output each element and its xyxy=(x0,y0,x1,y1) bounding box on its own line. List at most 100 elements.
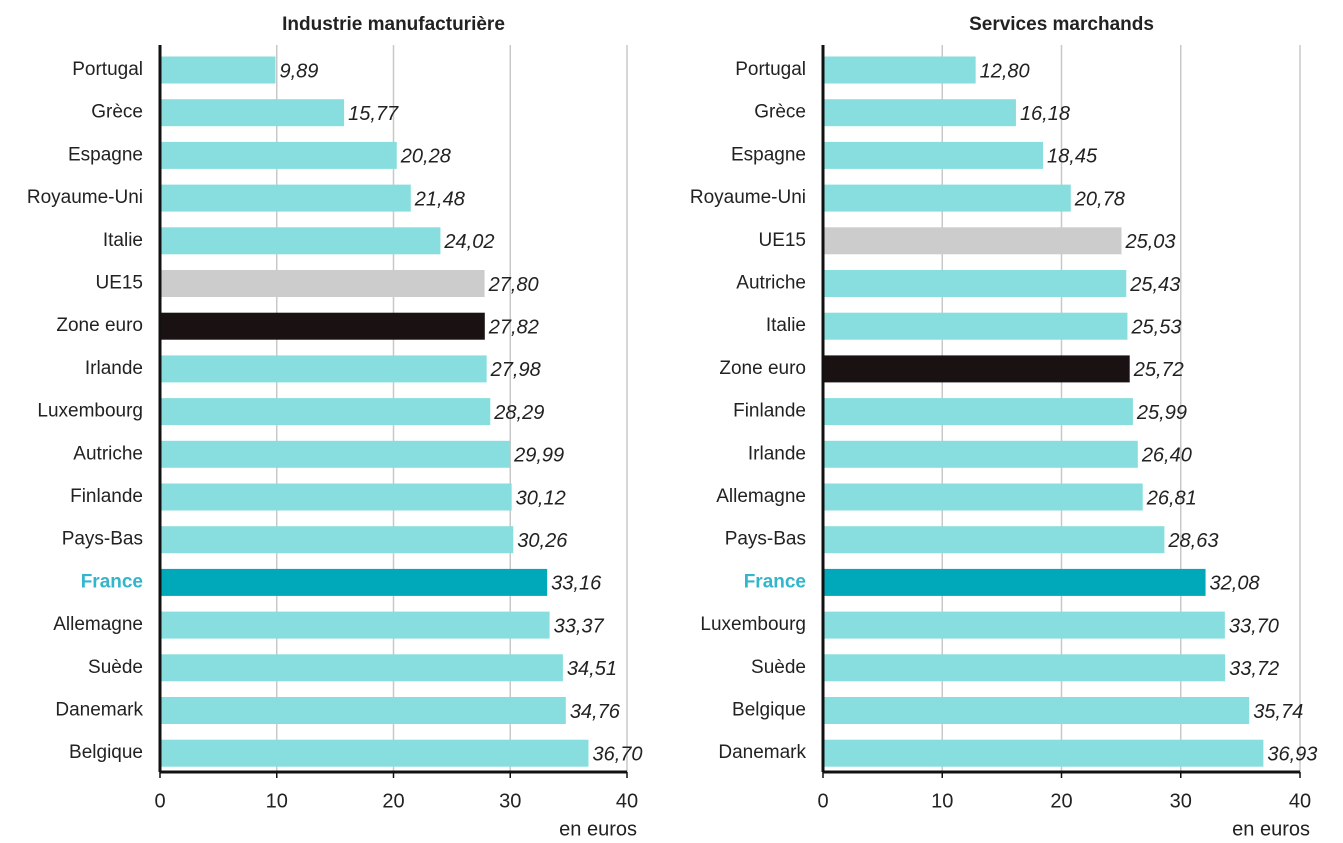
x-axis-label: en euros xyxy=(1232,818,1310,840)
bar xyxy=(160,141,397,169)
value-label: 25,99 xyxy=(1136,402,1187,424)
bar xyxy=(823,56,976,84)
bar xyxy=(823,739,1264,767)
bar xyxy=(823,270,1127,297)
bar xyxy=(160,99,345,127)
y-tick-label: Zone euro xyxy=(56,315,143,336)
y-tick-label: France xyxy=(744,571,806,592)
x-tick-label: 40 xyxy=(616,790,638,812)
value-label: 33,37 xyxy=(554,615,605,637)
bar xyxy=(823,99,1016,127)
x-tick-label: 10 xyxy=(931,790,953,812)
value-label: 36,70 xyxy=(592,743,642,765)
bar xyxy=(160,697,566,724)
y-tick-label: UE15 xyxy=(95,273,143,294)
value-label: 16,18 xyxy=(1020,103,1070,125)
x-tick-label: 20 xyxy=(1050,790,1072,812)
value-label: 27,98 xyxy=(490,359,541,381)
value-label: 30,12 xyxy=(516,487,566,509)
bar xyxy=(823,440,1138,468)
bar xyxy=(160,440,511,468)
value-label: 24,02 xyxy=(443,231,494,253)
value-label: 25,53 xyxy=(1130,316,1181,338)
y-tick-label: Allemagne xyxy=(716,486,806,507)
value-label: 33,70 xyxy=(1229,615,1279,637)
bar xyxy=(823,398,1133,426)
value-label: 27,82 xyxy=(488,316,539,338)
value-label: 12,80 xyxy=(980,60,1030,82)
y-tick-label: Portugal xyxy=(735,59,806,80)
y-tick-label: Royaume-Uni xyxy=(27,187,143,208)
y-tick-label: Belgique xyxy=(69,742,143,763)
y-tick-label: Espagne xyxy=(731,144,806,165)
bar xyxy=(160,184,411,212)
bar xyxy=(823,312,1128,340)
bar xyxy=(823,697,1250,724)
value-label: 28,63 xyxy=(1167,530,1218,552)
y-tick-label: Zone euro xyxy=(719,358,806,379)
value-label: 28,29 xyxy=(493,402,544,424)
y-tick-label: Luxembourg xyxy=(37,401,143,422)
bar xyxy=(823,611,1225,639)
y-tick-label: Pays-Bas xyxy=(62,529,143,550)
x-tick-label: 30 xyxy=(499,790,521,812)
value-label: 20,28 xyxy=(400,146,451,168)
y-tick-label: UE15 xyxy=(758,230,806,251)
value-label: 33,16 xyxy=(551,573,602,595)
bar xyxy=(160,483,512,511)
x-tick-label: 0 xyxy=(817,790,828,812)
y-tick-label: Grèce xyxy=(754,102,806,123)
bar xyxy=(160,355,487,383)
y-tick-label: Suède xyxy=(751,657,806,678)
y-tick-label: Pays-Bas xyxy=(725,529,806,550)
bar xyxy=(823,355,1130,383)
value-label: 25,43 xyxy=(1129,274,1180,296)
value-label: 34,51 xyxy=(567,658,617,680)
bar xyxy=(823,483,1143,511)
value-label: 29,99 xyxy=(513,445,564,467)
bar xyxy=(823,141,1044,169)
bar xyxy=(160,270,485,297)
y-tick-label: France xyxy=(81,571,143,592)
bar xyxy=(823,654,1226,682)
y-tick-label: Irlande xyxy=(85,358,143,379)
y-tick-label: Espagne xyxy=(68,144,143,165)
y-tick-label: Autriche xyxy=(73,443,143,464)
y-tick-label: Royaume-Uni xyxy=(690,187,806,208)
y-tick-label: Danemark xyxy=(55,700,143,721)
y-tick-label: Allemagne xyxy=(53,614,143,635)
bar xyxy=(160,654,563,682)
bar xyxy=(823,526,1165,554)
bar xyxy=(160,739,589,767)
value-label: 35,74 xyxy=(1253,701,1303,723)
chart-title: Industrie manufacturière xyxy=(282,14,505,35)
y-tick-label: Finlande xyxy=(733,401,806,422)
x-tick-label: 40 xyxy=(1289,790,1311,812)
value-label: 18,45 xyxy=(1047,146,1098,168)
value-label: 27,80 xyxy=(488,274,539,296)
bar xyxy=(823,184,1071,212)
y-tick-label: Belgique xyxy=(732,700,806,721)
y-tick-label: Portugal xyxy=(72,59,143,80)
x-axis-label: en euros xyxy=(559,818,637,840)
value-label: 21,48 xyxy=(414,188,465,210)
bar xyxy=(823,227,1122,255)
value-label: 9,89 xyxy=(279,60,318,82)
value-label: 32,08 xyxy=(1210,573,1260,595)
chart-title: Services marchands xyxy=(969,14,1154,35)
value-label: 26,81 xyxy=(1146,487,1197,509)
value-label: 34,76 xyxy=(570,701,621,723)
value-label: 33,72 xyxy=(1229,658,1279,680)
x-tick-label: 20 xyxy=(382,790,404,812)
value-label: 36,93 xyxy=(1267,743,1317,765)
bar xyxy=(160,312,485,340)
y-tick-label: Italie xyxy=(766,315,806,336)
x-tick-label: 0 xyxy=(154,790,165,812)
y-tick-label: Italie xyxy=(103,230,143,251)
value-label: 25,03 xyxy=(1124,231,1175,253)
value-label: 26,40 xyxy=(1141,445,1192,467)
value-label: 25,72 xyxy=(1133,359,1184,381)
y-tick-label: Irlande xyxy=(748,443,806,464)
